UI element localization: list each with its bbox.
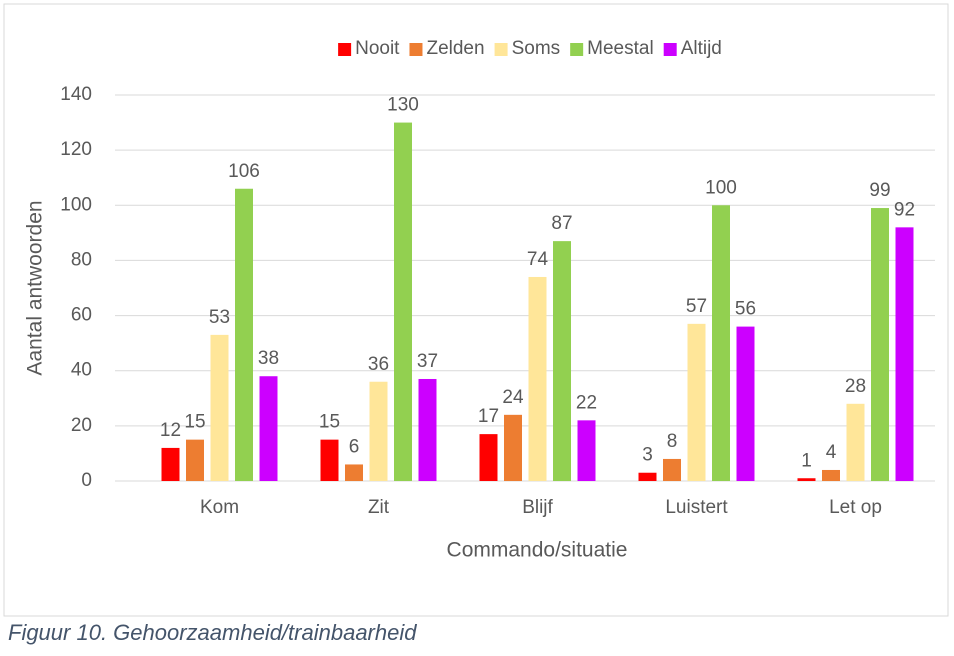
x-tick-label: Kom (200, 497, 239, 518)
x-axis-title: Commando/situatie (447, 539, 628, 562)
y-tick-label: 120 (60, 139, 92, 160)
data-label: 106 (228, 161, 260, 182)
data-label: 36 (368, 354, 389, 375)
data-label: 37 (417, 351, 438, 372)
y-axis-title: Aantal antwoorden (24, 200, 47, 375)
y-tick-label: 80 (71, 249, 92, 270)
chart-frame (3, 3, 949, 617)
bar (369, 381, 388, 481)
legend-swatch (494, 43, 508, 56)
legend-swatch (570, 43, 584, 56)
data-label: 28 (845, 376, 866, 397)
bar (846, 403, 865, 481)
bar (418, 378, 437, 481)
y-tick-label: 20 (71, 415, 92, 436)
y-tick-label: 40 (71, 360, 92, 381)
data-label: 99 (869, 180, 890, 201)
legend-label: Meestal (587, 38, 654, 59)
x-tick-label: Luistert (665, 497, 728, 518)
data-label: 87 (551, 213, 572, 234)
data-label: 92 (894, 199, 915, 220)
bar (504, 414, 522, 481)
legend-swatch (409, 43, 423, 56)
data-label: 130 (387, 95, 419, 116)
data-label: 17 (478, 406, 499, 427)
bar (712, 205, 730, 482)
bar (553, 241, 571, 481)
data-label: 4 (826, 442, 837, 463)
bar (797, 478, 816, 481)
data-label: 24 (502, 387, 524, 408)
y-tick-label: 140 (60, 84, 92, 105)
bar (687, 323, 706, 481)
bar (235, 188, 253, 481)
data-label: 1 (801, 450, 812, 471)
bar (822, 469, 840, 481)
legend-swatch (338, 43, 352, 56)
bar (161, 447, 180, 481)
bar (895, 227, 914, 481)
bar (186, 439, 204, 481)
x-tick-label: Blijf (522, 497, 553, 518)
bar (479, 434, 498, 481)
y-tick-label: 0 (81, 470, 92, 491)
x-tick-label: Zit (368, 497, 390, 518)
data-label: 57 (686, 296, 707, 317)
data-label: 15 (319, 412, 340, 433)
bar (577, 420, 596, 481)
data-label: 15 (184, 412, 205, 433)
data-label: 56 (735, 299, 756, 320)
legend-label: Zelden (426, 38, 484, 59)
bar (736, 326, 755, 481)
data-label: 38 (258, 348, 279, 369)
y-tick-label: 100 (60, 194, 92, 215)
bar (663, 458, 681, 481)
bar (210, 334, 229, 481)
data-label: 100 (705, 177, 737, 198)
data-label: 12 (160, 420, 181, 441)
data-label: 53 (209, 307, 230, 328)
x-tick-label: Let op (829, 497, 882, 518)
legend-label: Altijd (681, 38, 722, 59)
data-label: 74 (527, 249, 549, 270)
legend-swatch (663, 43, 677, 56)
legend-label: Soms (512, 38, 561, 59)
data-label: 6 (349, 436, 360, 457)
data-label: 3 (642, 445, 653, 466)
y-tick-label: 60 (71, 305, 92, 326)
bar (871, 208, 889, 482)
bar (259, 376, 278, 481)
bar (394, 122, 412, 482)
data-label: 8 (667, 431, 678, 452)
legend-label: Nooit (355, 38, 400, 59)
bar (528, 276, 547, 481)
bar (320, 439, 339, 481)
bar (345, 464, 363, 481)
bar (638, 472, 657, 481)
caption: Figuur 10. Gehoorzaamheid/trainbaarheid (8, 620, 417, 645)
data-label: 22 (576, 392, 597, 413)
